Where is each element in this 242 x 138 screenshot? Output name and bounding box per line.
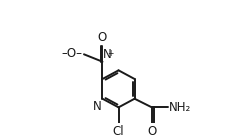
Text: NH₂: NH₂ [168, 101, 191, 114]
Text: O: O [98, 31, 107, 44]
Text: N: N [93, 100, 102, 113]
Text: Cl: Cl [113, 125, 124, 138]
Text: O: O [147, 125, 157, 138]
Text: –O–: –O– [62, 47, 83, 60]
Text: N: N [103, 48, 112, 61]
Text: +: + [107, 49, 113, 58]
